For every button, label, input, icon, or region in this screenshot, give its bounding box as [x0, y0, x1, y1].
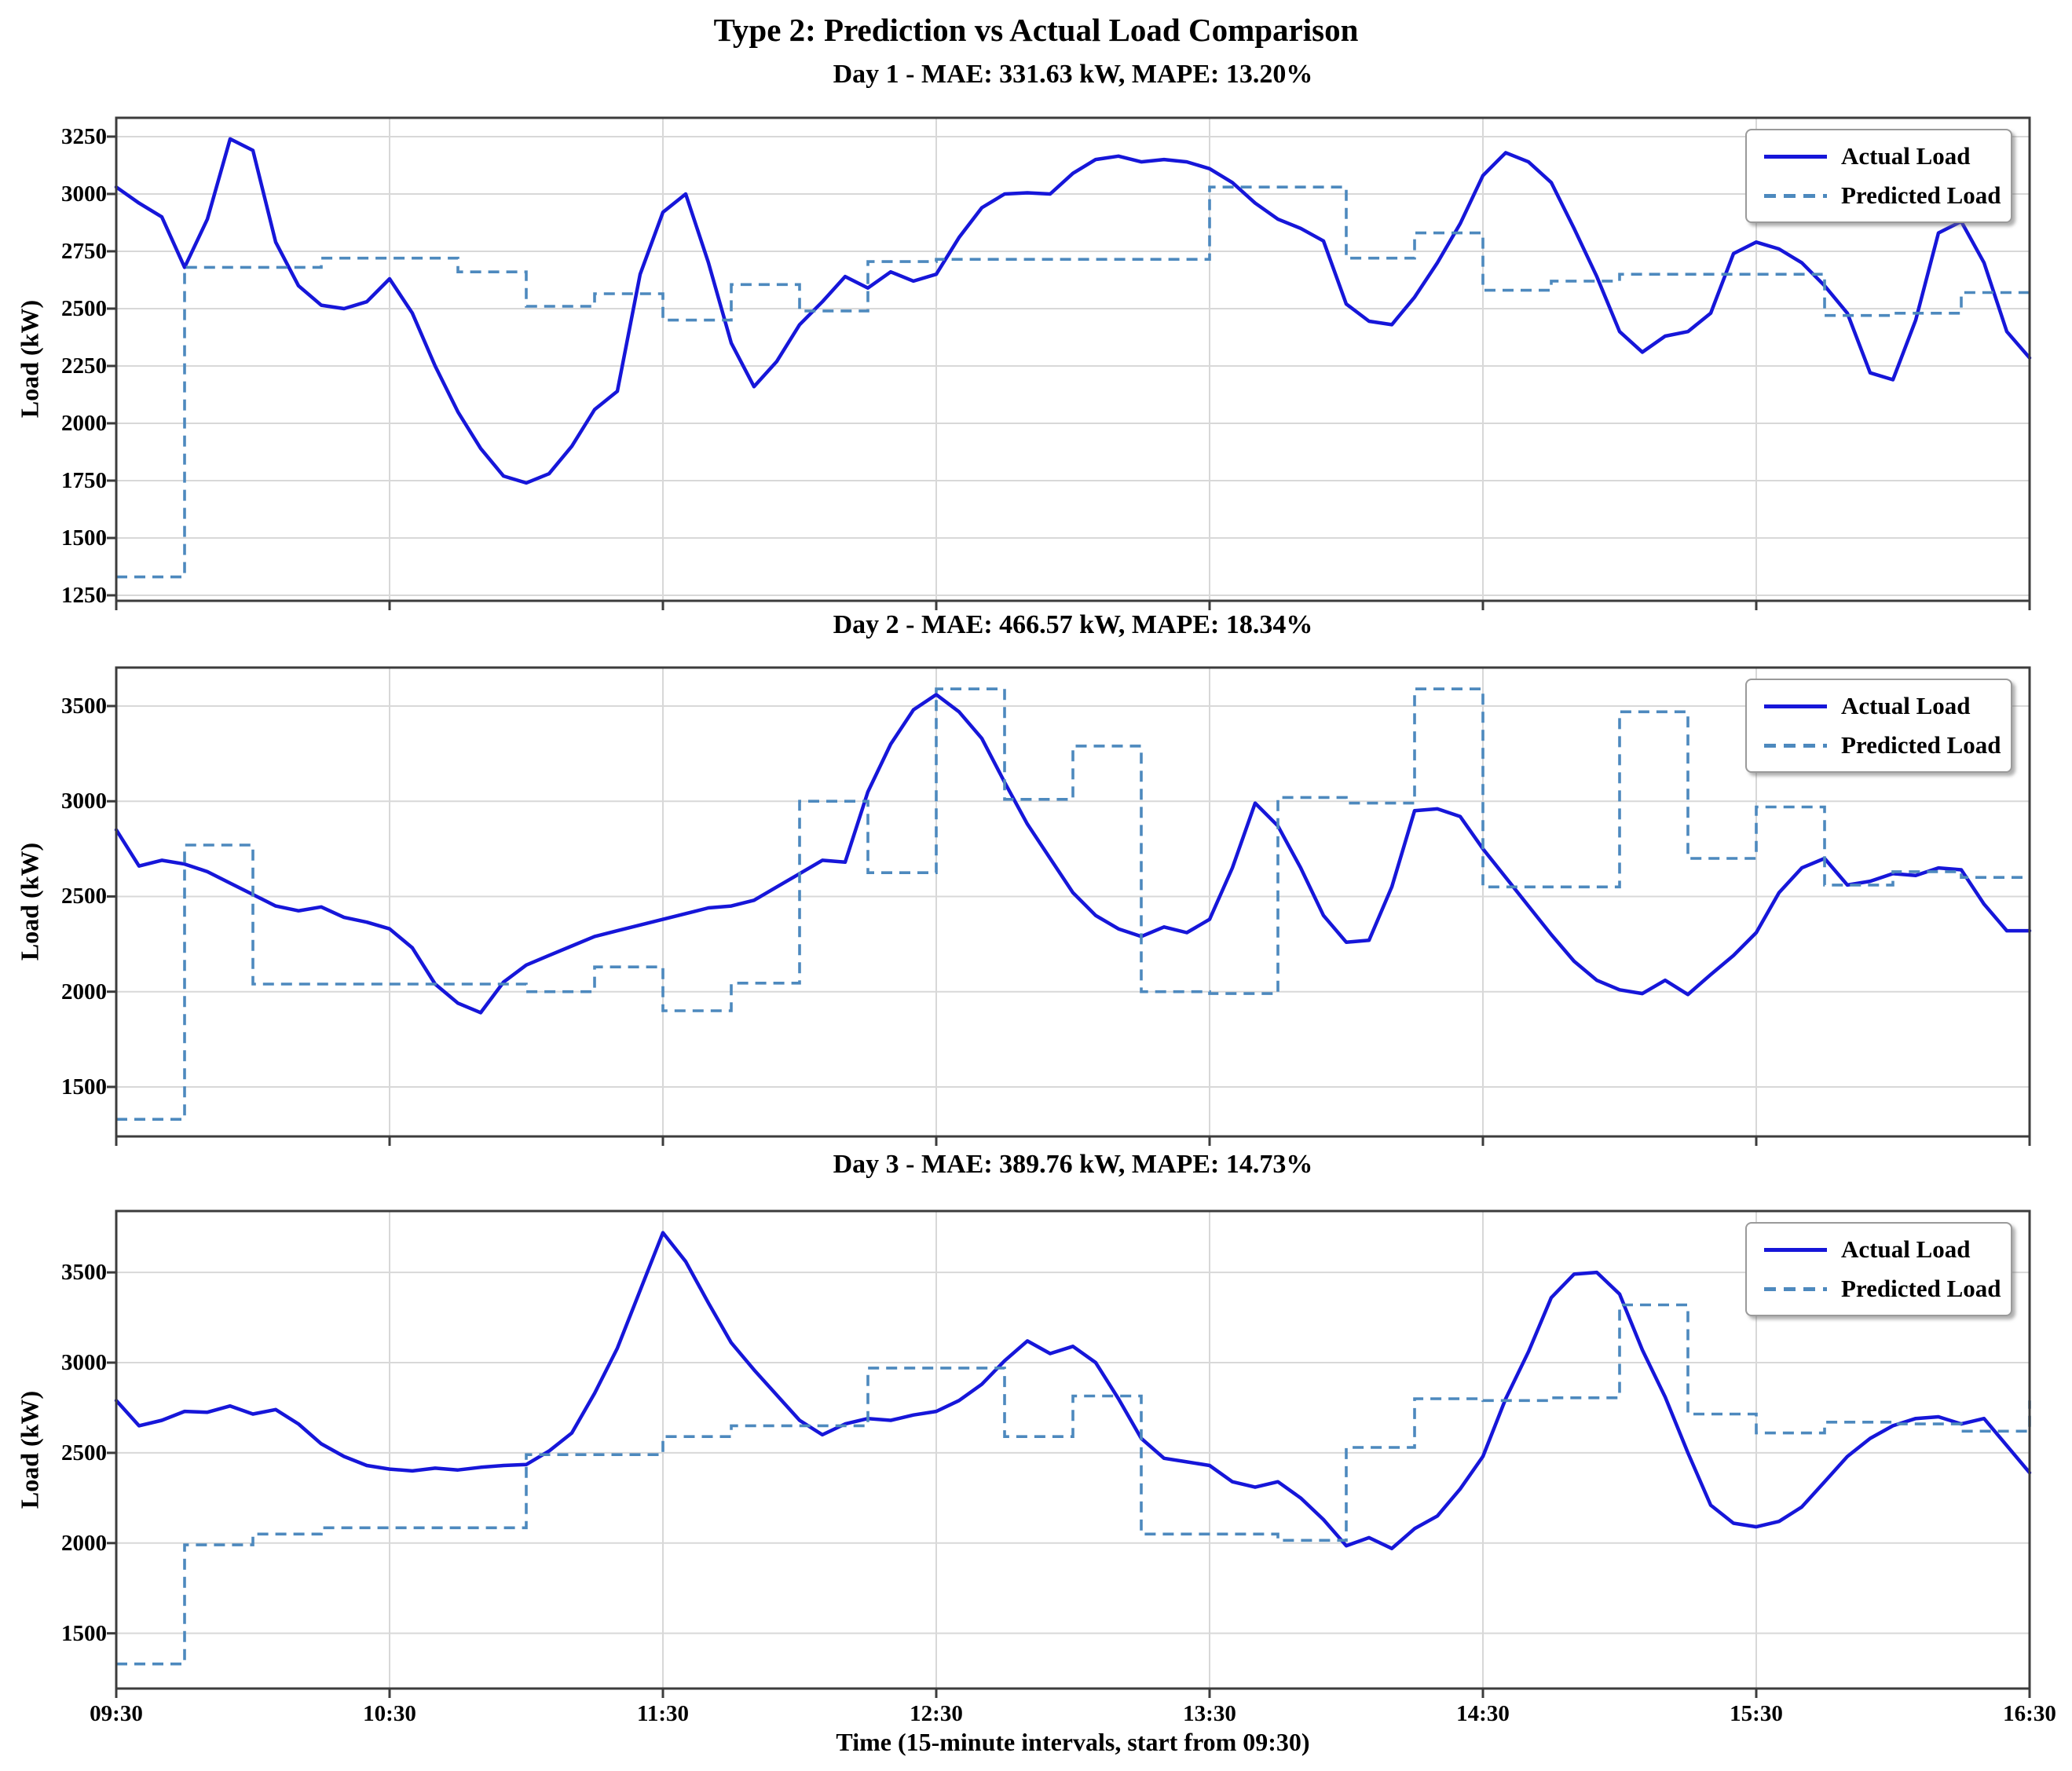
x-tick-label: 14:30 [1456, 1701, 1510, 1726]
y-tick-label: 2000 [61, 1530, 107, 1556]
y-tick-label: 2500 [61, 295, 107, 321]
y-tick-label: 2000 [61, 410, 107, 436]
y-tick-label: 2500 [61, 1440, 107, 1465]
legend-row-predicted: Predicted Load [1747, 726, 2011, 765]
legend-label-actual: Actual Load [1841, 142, 1971, 170]
actual-line-sample-icon [1764, 154, 1827, 159]
x-tick-label: 16:30 [2003, 1701, 2056, 1726]
legend-label-predicted: Predicted Load [1841, 731, 2001, 759]
y-tick-label: 1750 [61, 467, 107, 493]
x-tick-label: 10:30 [363, 1701, 416, 1726]
y-tick-label: 1500 [61, 1620, 107, 1646]
panel-day2 [107, 666, 2032, 1146]
x-axis-label: Time (15-minute intervals, start from 09… [836, 1728, 1310, 1756]
panel-title-day1: Day 1 - MAE: 331.63 kW, MAPE: 13.20% [833, 60, 1313, 89]
y-tick-label: 3000 [61, 1350, 107, 1376]
x-tick-label: 15:30 [1730, 1701, 1783, 1726]
y-tick-label: 3500 [61, 1260, 107, 1286]
actual-line-sample-icon [1764, 1247, 1827, 1252]
predicted-line-sample-icon [1764, 193, 1827, 198]
y-tick-label: 2500 [61, 884, 107, 909]
y-tick-label: 3000 [61, 181, 107, 207]
legend-label-predicted: Predicted Load [1841, 181, 2001, 209]
legend-day2: Actual Load Predicted Load [1745, 679, 2012, 773]
panel-day1 [107, 116, 2032, 610]
predicted-line-sample-icon [1764, 1286, 1827, 1291]
panel-title-day2: Day 2 - MAE: 466.57 kW, MAPE: 18.34% [833, 610, 1313, 639]
legend-label-actual: Actual Load [1841, 1235, 1971, 1263]
y-tick-label: 3500 [61, 693, 107, 719]
legend-row-predicted: Predicted Load [1747, 1269, 2011, 1308]
legend-row-actual: Actual Load [1747, 1230, 2011, 1269]
legend-day3: Actual Load Predicted Load [1745, 1222, 2012, 1316]
legend-row-predicted: Predicted Load [1747, 176, 2011, 215]
x-tick-label: 12:30 [910, 1701, 963, 1726]
actual-load-line [114, 693, 2032, 1015]
y-tick-label: 3000 [61, 789, 107, 814]
actual-load-line [114, 1231, 2032, 1550]
legend-day1: Actual Load Predicted Load [1745, 129, 2012, 223]
legend-row-actual: Actual Load [1747, 686, 2011, 726]
x-tick-label: 13:30 [1183, 1701, 1236, 1726]
legend-label-predicted: Predicted Load [1841, 1275, 2001, 1302]
x-tick-label: 09:30 [90, 1701, 143, 1726]
y-tick-label: 1500 [61, 1074, 107, 1100]
axes-frame [115, 666, 2031, 1138]
y-tick-label: 2250 [61, 353, 107, 379]
predicted-line-sample-icon [1764, 743, 1827, 748]
panel-day3 [107, 1209, 2032, 1698]
panel-title-day3: Day 3 - MAE: 389.76 kW, MAPE: 14.73% [833, 1150, 1313, 1179]
legend-row-actual: Actual Load [1747, 137, 2011, 176]
y-tick-label: 2000 [61, 979, 107, 1004]
y-tick-label: 1500 [61, 525, 107, 551]
y-tick-label: 1250 [61, 582, 107, 608]
axes-frame [115, 1209, 2031, 1690]
y-tick-label: 3250 [61, 123, 107, 149]
predicted-load-line [116, 185, 2030, 579]
legend-label-actual: Actual Load [1841, 692, 1971, 719]
actual-line-sample-icon [1764, 704, 1827, 708]
figure-title: Type 2: Prediction vs Actual Load Compar… [713, 12, 1359, 48]
y-tick-label: 2750 [61, 238, 107, 264]
axes-frame [115, 116, 2031, 602]
x-tick-label: 11:30 [636, 1701, 690, 1726]
predicted-load-line [116, 687, 2030, 1121]
actual-load-line [114, 137, 2032, 485]
predicted-load-line [116, 1303, 2031, 1666]
